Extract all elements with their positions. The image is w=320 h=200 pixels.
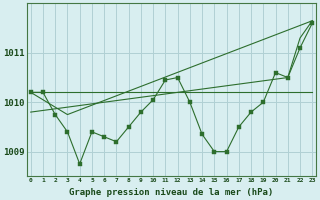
X-axis label: Graphe pression niveau de la mer (hPa): Graphe pression niveau de la mer (hPa) <box>69 188 274 197</box>
